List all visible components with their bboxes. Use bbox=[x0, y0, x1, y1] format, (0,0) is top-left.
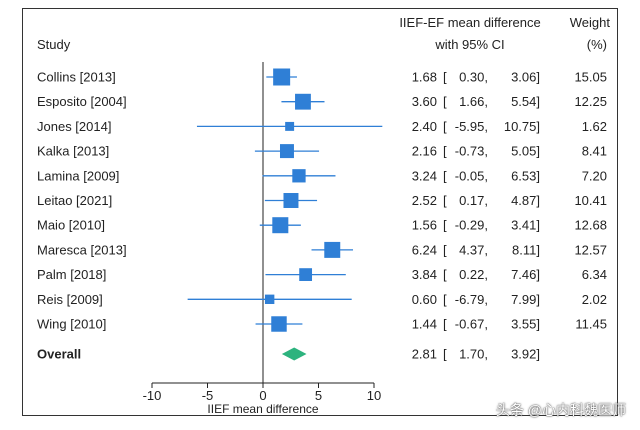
ci-open-bracket: [ bbox=[443, 168, 447, 183]
ci-lower: -6.79, bbox=[455, 292, 488, 307]
mean-difference: 1.68 bbox=[412, 70, 437, 85]
ci-open-bracket: [ bbox=[443, 144, 447, 159]
study-label: Maio [2010] bbox=[37, 218, 105, 233]
weight-value: 12.25 bbox=[574, 94, 607, 109]
weight-value: 12.57 bbox=[574, 242, 607, 257]
chart-frame bbox=[22, 8, 618, 416]
effect-box bbox=[299, 268, 313, 281]
ci-lower: -0.05, bbox=[455, 168, 488, 183]
study-label: Reis [2009] bbox=[37, 292, 103, 307]
ci-upper: 3.41] bbox=[511, 218, 540, 233]
ci-lower: 0.22, bbox=[459, 267, 488, 282]
effect-box bbox=[273, 68, 291, 86]
weight-value: 15.05 bbox=[574, 70, 607, 85]
ci-lower: -5.95, bbox=[455, 119, 488, 134]
weight-value: 2.02 bbox=[582, 292, 607, 307]
ci-upper: 8.11] bbox=[512, 242, 540, 257]
study-label: Esposito [2004] bbox=[37, 94, 127, 109]
ci-upper: 4.87] bbox=[511, 193, 540, 208]
ci-upper: 3.06] bbox=[511, 70, 540, 85]
x-axis-label: IIEF mean difference bbox=[207, 402, 318, 416]
mean-difference: 3.24 bbox=[412, 168, 437, 183]
ci-lower: 0.30, bbox=[459, 70, 488, 85]
ci-lower: -0.29, bbox=[455, 218, 488, 233]
weight-value: 1.62 bbox=[582, 119, 607, 134]
effect-box bbox=[324, 241, 341, 258]
x-tick-label: -10 bbox=[143, 388, 162, 403]
weight-header-line2: (%) bbox=[587, 37, 607, 52]
ci-open-bracket: [ bbox=[443, 317, 447, 332]
effect-box bbox=[283, 193, 299, 208]
ci-lower: 4.37, bbox=[459, 242, 488, 257]
effect-box bbox=[271, 316, 287, 332]
mean-difference: 2.52 bbox=[412, 193, 437, 208]
weight-value: 6.34 bbox=[582, 267, 607, 282]
effect-header-line1: IIEF-EF mean difference bbox=[399, 15, 540, 30]
ci-open-bracket: [ bbox=[443, 70, 447, 85]
x-tick-label: 5 bbox=[315, 388, 322, 403]
study-label: Wing [2010] bbox=[37, 317, 106, 332]
mean-difference: 3.60 bbox=[412, 94, 437, 109]
effect-box bbox=[264, 294, 275, 304]
ci-upper: 6.53] bbox=[511, 168, 540, 183]
mean-difference: 1.56 bbox=[412, 218, 437, 233]
overall-ci-upper: 3.92] bbox=[511, 347, 540, 362]
ci-lower: 0.17, bbox=[459, 193, 488, 208]
mean-difference: 2.40 bbox=[412, 119, 437, 134]
weight-header-line1: Weight bbox=[570, 15, 611, 30]
ci-upper: 5.05] bbox=[511, 144, 540, 159]
study-header: Study bbox=[37, 37, 71, 52]
overall-diamond bbox=[281, 347, 307, 361]
weight-value: 11.45 bbox=[575, 317, 607, 332]
ci-lower: 1.66, bbox=[459, 94, 488, 109]
overall-label: Overall bbox=[37, 347, 81, 362]
study-label: Lamina [2009] bbox=[37, 168, 119, 183]
weight-value: 7.20 bbox=[582, 168, 607, 183]
ci-upper: 7.99] bbox=[511, 292, 540, 307]
weight-value: 10.41 bbox=[574, 193, 607, 208]
x-tick-label: 0 bbox=[259, 388, 266, 403]
effect-box bbox=[292, 169, 306, 183]
effect-box bbox=[295, 93, 311, 110]
ci-upper: 5.54] bbox=[511, 94, 540, 109]
study-label: Kalka [2013] bbox=[37, 144, 109, 159]
mean-difference: 2.16 bbox=[412, 144, 437, 159]
overall-ci-lower: 1.70, bbox=[459, 347, 488, 362]
ci-open-bracket: [ bbox=[443, 242, 447, 257]
overall-ci-open-bracket: [ bbox=[443, 347, 447, 362]
ci-open-bracket: [ bbox=[443, 119, 447, 134]
effect-header-line2: with 95% CI bbox=[434, 37, 504, 52]
ci-upper: 10.75] bbox=[504, 119, 540, 134]
weight-value: 12.68 bbox=[574, 218, 607, 233]
ci-open-bracket: [ bbox=[443, 218, 447, 233]
study-label: Maresca [2013] bbox=[37, 242, 127, 257]
effect-box bbox=[279, 144, 294, 159]
effect-box bbox=[285, 121, 295, 131]
weight-value: 8.41 bbox=[582, 144, 607, 159]
ci-open-bracket: [ bbox=[443, 267, 447, 282]
study-label: Leitao [2021] bbox=[37, 193, 112, 208]
x-tick-label: -5 bbox=[202, 388, 214, 403]
ci-open-bracket: [ bbox=[443, 193, 447, 208]
ci-lower: -0.73, bbox=[455, 144, 488, 159]
mean-difference: 6.24 bbox=[412, 242, 437, 257]
watermark: 头条 @心内科魏医师 bbox=[495, 402, 626, 418]
ci-open-bracket: [ bbox=[443, 292, 447, 307]
ci-open-bracket: [ bbox=[443, 94, 447, 109]
study-label: Palm [2018] bbox=[37, 267, 106, 282]
mean-difference: 3.84 bbox=[412, 267, 437, 282]
overall-mean-difference: 2.81 bbox=[412, 347, 437, 362]
study-label: Collins [2013] bbox=[37, 70, 116, 85]
x-tick-label: 10 bbox=[367, 388, 381, 403]
effect-box bbox=[272, 217, 289, 234]
ci-upper: 7.46] bbox=[511, 267, 540, 282]
mean-difference: 0.60 bbox=[412, 292, 437, 307]
ci-upper: 3.55] bbox=[511, 317, 540, 332]
study-label: Jones [2014] bbox=[37, 119, 111, 134]
ci-lower: -0.67, bbox=[455, 317, 488, 332]
mean-difference: 1.44 bbox=[412, 317, 437, 332]
